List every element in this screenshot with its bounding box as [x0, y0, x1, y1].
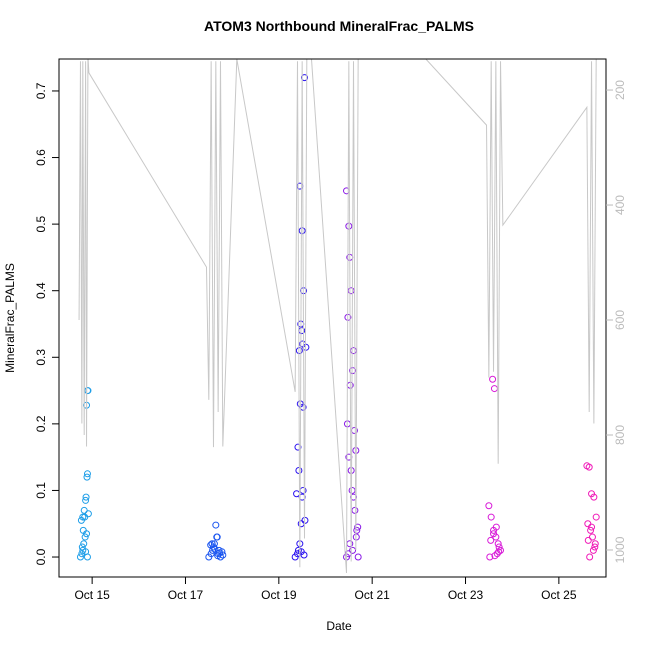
data-point [491, 552, 499, 560]
data-point [591, 540, 599, 548]
data-point [298, 227, 306, 235]
data-point [353, 526, 361, 534]
data-point [210, 540, 218, 548]
data-point [495, 548, 503, 556]
x-tick-label: Oct 25 [541, 588, 577, 602]
data-point [490, 530, 498, 538]
y-tick-label: 0.2 [34, 415, 48, 432]
data-point [489, 375, 497, 383]
data-point [208, 540, 216, 548]
data-point [212, 521, 220, 529]
data-point [79, 513, 87, 521]
y-tick-label: 0.3 [34, 349, 48, 366]
data-point [354, 553, 362, 561]
data-point [81, 533, 89, 541]
data-point [591, 543, 599, 551]
data-point [590, 493, 598, 501]
plot-area [76, 59, 600, 574]
data-point [83, 470, 91, 478]
data-point [83, 473, 91, 481]
x-tick-label: Oct 19 [261, 588, 297, 602]
data-point [214, 552, 222, 560]
data-point [82, 493, 90, 501]
data-point [80, 540, 88, 548]
y2-tick-label: 600 [613, 310, 627, 330]
data-point [213, 533, 221, 541]
x-tick-label: Oct 21 [354, 588, 390, 602]
data-point [586, 553, 594, 561]
data-point [80, 506, 88, 514]
data-point [300, 74, 308, 82]
chart-title: ATOM3 Northbound MineralFrac_PALMS [204, 18, 474, 34]
data-point [354, 523, 362, 531]
data-point [487, 536, 495, 544]
data-point [207, 550, 215, 558]
y-axis-label: MineralFrac_PALMS [3, 263, 17, 373]
x-axis-label: Date [326, 619, 352, 633]
plot-box [58, 58, 607, 578]
data-point [585, 463, 593, 471]
data-point [588, 533, 596, 541]
data-point [84, 387, 92, 395]
data-point [584, 536, 592, 544]
data-point [81, 513, 89, 521]
data-point [293, 550, 301, 558]
x-tick-label: Oct 15 [74, 588, 110, 602]
data-point [592, 513, 600, 521]
data-point [588, 523, 596, 531]
data-point [492, 523, 500, 531]
y2-tick-label: 800 [613, 425, 627, 445]
data-point [345, 222, 353, 230]
data-point [589, 546, 597, 554]
data-point [495, 543, 503, 551]
data-point [349, 546, 357, 554]
data-point [207, 541, 215, 549]
y-tick-label: 0.6 [34, 149, 48, 166]
y-tick-label: 0.4 [34, 282, 48, 299]
y-tick-label: 0.1 [34, 482, 48, 499]
y-tick-label: 0.0 [34, 548, 48, 565]
data-point [494, 540, 502, 548]
data-point [78, 543, 86, 551]
data-point [211, 545, 219, 553]
data-point [79, 526, 87, 534]
y-tick-label: 0.5 [34, 215, 48, 232]
x-tick-label: Oct 23 [448, 588, 484, 602]
data-point [76, 553, 84, 561]
y2-tick-label: 400 [613, 195, 627, 215]
data-point [493, 550, 501, 558]
y2-tick-label: 1000 [613, 536, 627, 563]
data-point [295, 347, 303, 355]
data-point [487, 513, 495, 521]
data-point [294, 443, 302, 451]
data-point [486, 553, 494, 561]
data-point [587, 526, 595, 534]
x-tick-label: Oct 17 [168, 588, 204, 602]
data-point [300, 551, 308, 559]
data-point [78, 550, 86, 558]
data-point [485, 502, 493, 510]
data-point [82, 548, 90, 556]
y2-tick-label: 200 [613, 80, 627, 100]
y-tick-label: 0.7 [34, 82, 48, 99]
data-point [82, 496, 90, 504]
